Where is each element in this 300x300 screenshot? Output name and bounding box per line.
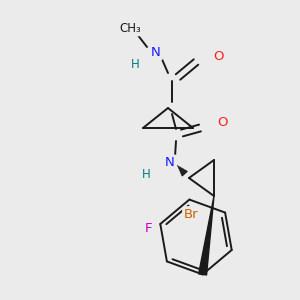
Polygon shape	[199, 196, 214, 275]
Text: O: O	[217, 116, 227, 130]
Text: N: N	[165, 157, 175, 169]
Text: N: N	[151, 46, 161, 59]
Text: CH₃: CH₃	[119, 22, 141, 34]
Text: O: O	[213, 50, 223, 64]
Text: Br: Br	[184, 208, 199, 221]
Text: H: H	[130, 58, 140, 71]
Text: F: F	[145, 221, 152, 235]
Text: H: H	[142, 167, 150, 181]
